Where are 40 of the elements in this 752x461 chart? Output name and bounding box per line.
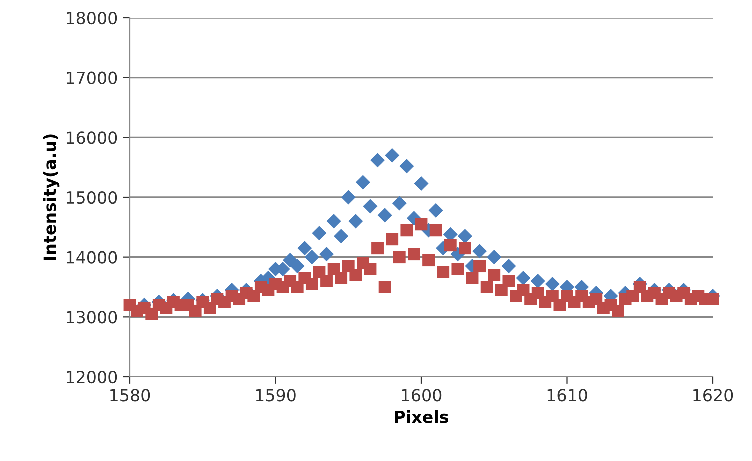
point <box>290 259 305 274</box>
point <box>472 244 488 259</box>
point <box>326 214 342 229</box>
y-tick-label: 16000 <box>67 132 118 144</box>
x-tick-label: 1620 <box>694 389 734 402</box>
y-tick-label: 12000 <box>67 370 118 384</box>
point <box>414 176 429 192</box>
point <box>516 270 531 286</box>
point <box>363 199 378 214</box>
point <box>385 148 400 163</box>
point <box>341 190 356 205</box>
y-tick-label: 15000 <box>67 191 118 204</box>
point <box>298 241 312 256</box>
point <box>530 274 546 289</box>
point <box>502 259 516 274</box>
point <box>319 247 334 262</box>
point <box>334 229 349 244</box>
y-tick-label: 14000 <box>67 251 118 264</box>
point <box>283 253 298 268</box>
point <box>458 229 473 244</box>
x-tick-label: 1580 <box>110 389 150 402</box>
point <box>428 203 444 218</box>
point <box>348 214 364 229</box>
y-axis-title: Intensity(a.u) <box>43 134 60 260</box>
y-tick-label: 18000 <box>67 12 118 25</box>
x-axis-title: Pixels <box>395 410 449 424</box>
y-tick-label: 17000 <box>67 72 118 84</box>
y-tick-label: 13000 <box>67 311 118 324</box>
point <box>392 196 407 211</box>
point <box>312 226 327 241</box>
point <box>400 159 414 174</box>
point <box>304 250 320 265</box>
x-tick-label: 1590 <box>256 389 296 402</box>
point <box>370 153 386 168</box>
x-tick-label: 1610 <box>548 389 588 402</box>
x-tick-label: 1600 <box>402 389 442 402</box>
point <box>378 208 392 223</box>
point <box>545 276 560 292</box>
point <box>356 175 370 190</box>
point <box>487 250 502 265</box>
